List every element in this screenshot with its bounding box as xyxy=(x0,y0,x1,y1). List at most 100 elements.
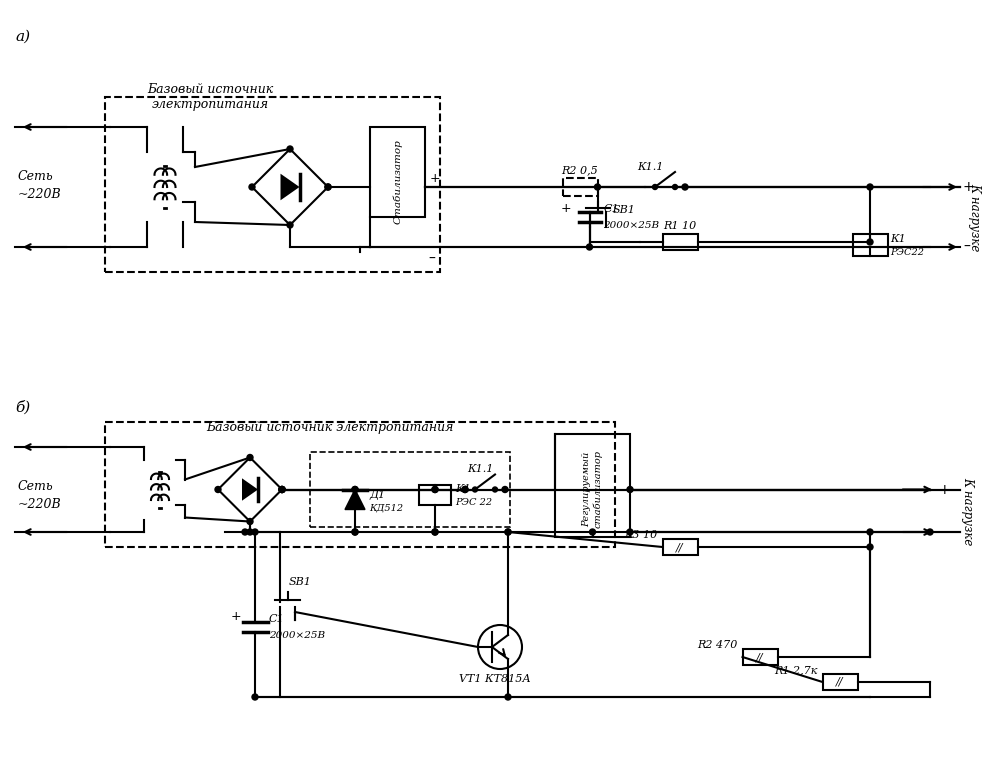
Circle shape xyxy=(325,184,331,190)
Text: R2 0,5: R2 0,5 xyxy=(561,165,598,175)
Circle shape xyxy=(279,486,285,493)
Text: 2000×25В: 2000×25В xyxy=(269,630,325,639)
Circle shape xyxy=(247,518,253,524)
Circle shape xyxy=(325,184,331,190)
Circle shape xyxy=(673,184,678,190)
Circle shape xyxy=(432,529,438,535)
Circle shape xyxy=(589,529,595,535)
Text: Сеть: Сеть xyxy=(18,480,54,493)
Circle shape xyxy=(867,529,873,535)
Text: C1: C1 xyxy=(269,614,285,624)
Circle shape xyxy=(653,184,658,190)
Circle shape xyxy=(472,487,477,492)
Bar xyxy=(555,434,630,537)
Circle shape xyxy=(252,529,258,535)
Text: РЭС 22: РЭС 22 xyxy=(455,498,492,507)
Circle shape xyxy=(252,694,258,700)
Text: +: + xyxy=(938,483,949,497)
Circle shape xyxy=(594,184,600,190)
Circle shape xyxy=(867,184,873,190)
Polygon shape xyxy=(281,174,300,200)
Circle shape xyxy=(505,529,511,535)
Text: SB1: SB1 xyxy=(612,205,635,215)
Circle shape xyxy=(462,486,468,493)
Text: Базовый источник
электропитания: Базовый источник электропитания xyxy=(147,83,273,111)
Bar xyxy=(105,422,615,547)
Text: //: // xyxy=(756,652,764,662)
Text: Д1: Д1 xyxy=(369,490,385,500)
Circle shape xyxy=(867,544,873,550)
Text: б): б) xyxy=(15,400,30,414)
Text: К1: К1 xyxy=(891,235,907,245)
Text: а): а) xyxy=(15,30,30,44)
Text: +: + xyxy=(230,611,241,623)
Circle shape xyxy=(867,239,873,245)
Circle shape xyxy=(505,529,511,535)
Text: //: // xyxy=(836,677,844,687)
Bar xyxy=(562,178,597,196)
Polygon shape xyxy=(242,479,258,500)
Text: К нагрузке: К нагрузке xyxy=(961,476,974,545)
Text: Регулируемый
стабилизатор: Регулируемый стабилизатор xyxy=(582,451,602,528)
Bar xyxy=(663,539,697,555)
Bar xyxy=(663,234,697,250)
Text: РЭС22: РЭС22 xyxy=(891,248,925,257)
Circle shape xyxy=(462,486,468,493)
Circle shape xyxy=(249,184,255,190)
Circle shape xyxy=(279,486,285,493)
Bar xyxy=(742,649,778,665)
Circle shape xyxy=(247,529,253,535)
Text: R3 10: R3 10 xyxy=(624,530,658,540)
Text: R1 2,7к: R1 2,7к xyxy=(774,665,817,675)
Circle shape xyxy=(927,529,933,535)
Bar xyxy=(822,674,857,690)
Circle shape xyxy=(586,244,592,250)
Text: Стабилизатор: Стабилизатор xyxy=(393,140,402,225)
Circle shape xyxy=(432,486,438,493)
Text: 2000×25В: 2000×25В xyxy=(603,221,660,229)
Text: –: – xyxy=(963,240,970,254)
Text: SB1: SB1 xyxy=(289,577,311,587)
Circle shape xyxy=(352,529,358,535)
Text: ~220В: ~220В xyxy=(18,189,62,201)
Circle shape xyxy=(627,486,633,493)
Text: R2 470: R2 470 xyxy=(697,640,737,650)
Bar xyxy=(310,452,510,527)
Text: Сеть: Сеть xyxy=(18,170,54,183)
Circle shape xyxy=(682,184,688,190)
Circle shape xyxy=(279,486,285,493)
Polygon shape xyxy=(345,490,365,510)
Text: Базовый источник электропитания: Базовый источник электропитания xyxy=(206,420,453,434)
Circle shape xyxy=(432,529,438,535)
Text: +: + xyxy=(560,203,571,215)
Bar xyxy=(105,97,440,272)
Bar xyxy=(370,127,425,217)
Text: //: // xyxy=(677,542,683,552)
Text: К1.1: К1.1 xyxy=(637,162,664,172)
Circle shape xyxy=(492,487,498,492)
Circle shape xyxy=(352,486,358,493)
Circle shape xyxy=(242,529,248,535)
Text: К нагрузке: К нагрузке xyxy=(968,183,981,251)
Circle shape xyxy=(287,222,293,228)
Text: К1: К1 xyxy=(455,485,471,494)
Text: C1: C1 xyxy=(603,204,619,214)
Text: –: – xyxy=(428,252,434,266)
Circle shape xyxy=(627,529,633,535)
Circle shape xyxy=(287,146,293,152)
Bar xyxy=(419,485,451,504)
Text: ~220В: ~220В xyxy=(18,499,62,511)
Bar xyxy=(852,234,888,256)
Text: КД512: КД512 xyxy=(369,503,403,512)
Circle shape xyxy=(247,455,253,461)
Circle shape xyxy=(352,529,358,535)
Circle shape xyxy=(215,486,221,493)
Text: R1 10: R1 10 xyxy=(664,221,696,231)
Text: +: + xyxy=(963,180,974,194)
Text: +: + xyxy=(430,172,440,186)
Text: К1.1: К1.1 xyxy=(467,465,493,475)
Circle shape xyxy=(279,486,285,493)
Circle shape xyxy=(352,486,358,493)
Circle shape xyxy=(502,486,508,493)
Text: VT1 КТ815А: VT1 КТ815А xyxy=(459,674,531,684)
